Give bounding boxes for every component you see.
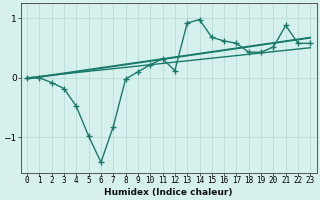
X-axis label: Humidex (Indice chaleur): Humidex (Indice chaleur) [104,188,233,197]
